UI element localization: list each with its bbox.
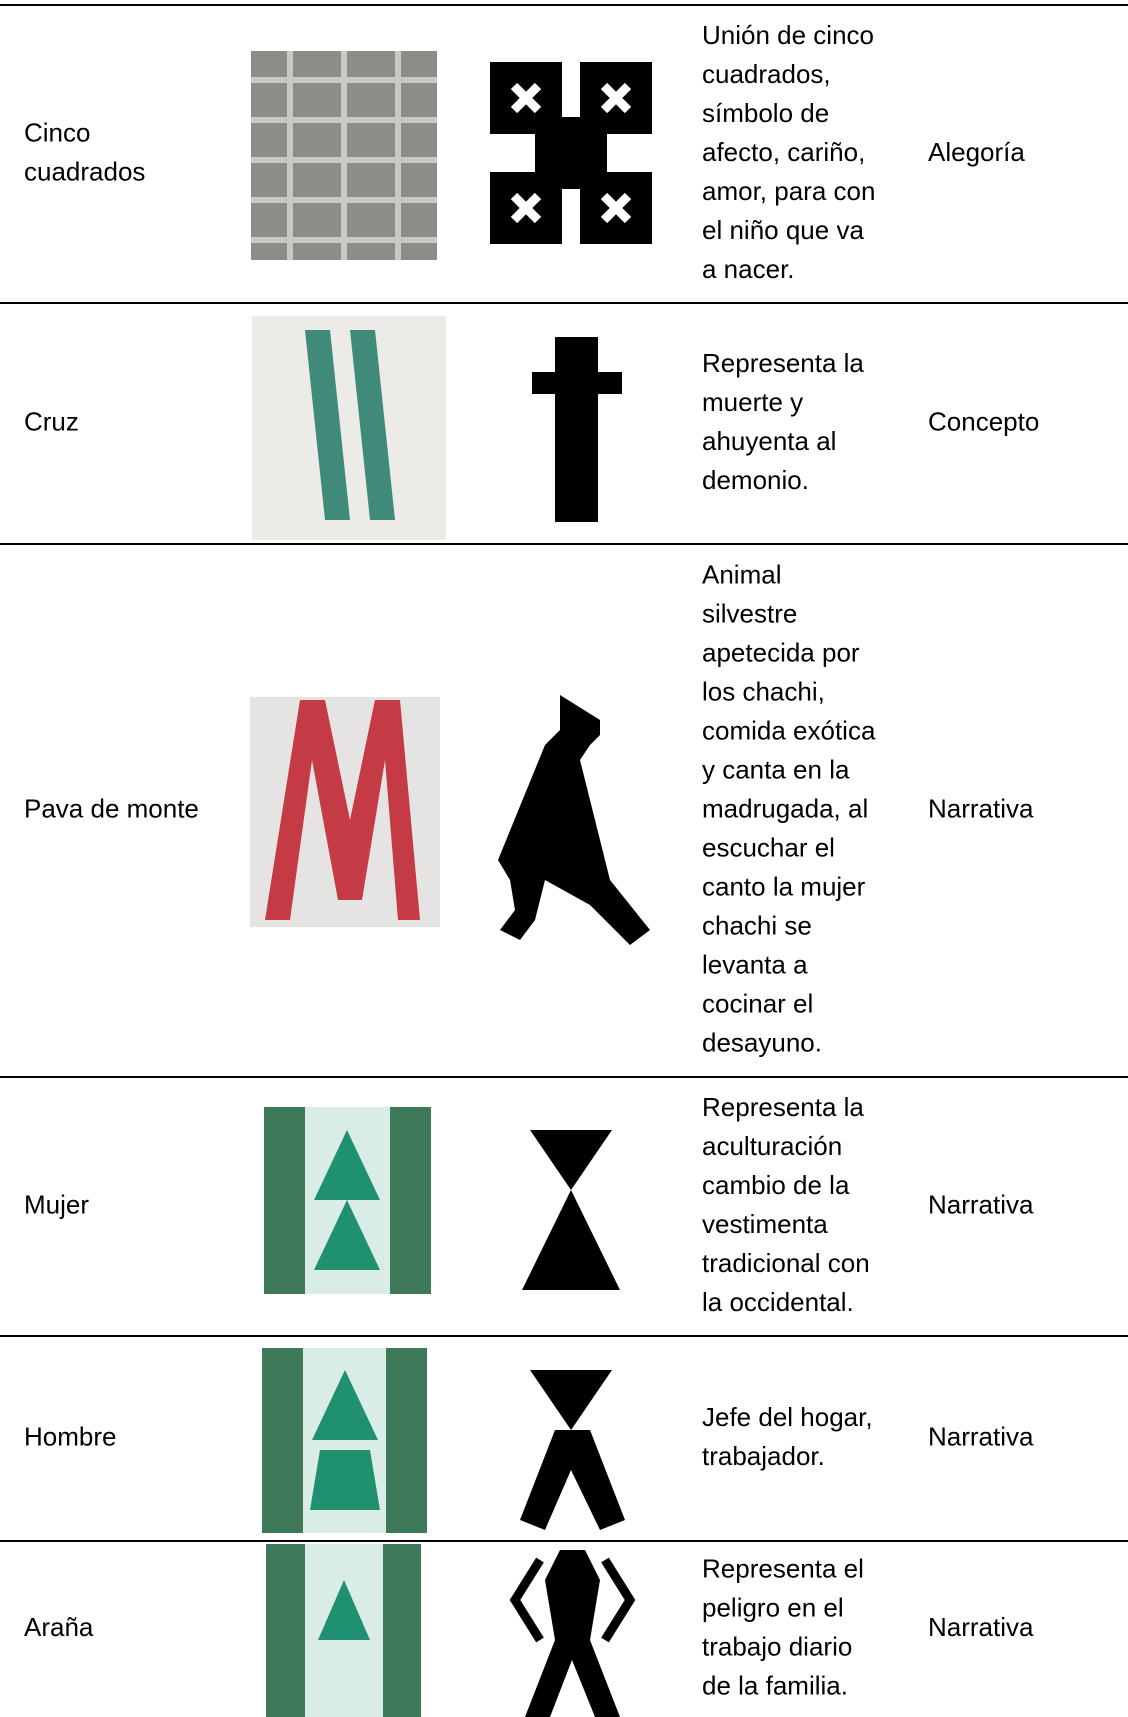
row-description: afecto, cariño,	[702, 137, 865, 167]
row-description: amor, para con	[702, 176, 875, 206]
row-type: Concepto	[928, 406, 1039, 436]
symbol-cross	[532, 337, 622, 522]
symbol-marks	[510, 82, 632, 224]
row-description: peligro en el	[702, 1592, 844, 1622]
row-type: Narrativa	[928, 1421, 1034, 1451]
figure	[318, 1580, 370, 1640]
row-description: trabajador.	[702, 1441, 825, 1471]
row-description: trabajo diario	[702, 1631, 852, 1661]
row-description: Representa el	[702, 1553, 864, 1583]
row-description: madrugada, al	[702, 793, 868, 823]
row-description: silvestre	[702, 598, 797, 628]
row-description: de la familia.	[702, 1670, 848, 1700]
photo	[252, 316, 446, 540]
row-description: canto la mujer	[702, 871, 866, 901]
symbol-legs	[509, 1557, 636, 1643]
row-description: comida exótica	[702, 715, 876, 745]
row-description: cocinar el	[702, 988, 813, 1018]
symbol-man	[520, 1370, 625, 1530]
symbol-spider	[525, 1550, 620, 1717]
row-description: vestimenta	[702, 1209, 828, 1239]
row-type: Narrativa	[928, 793, 1034, 823]
row-type: Alegoría	[928, 137, 1025, 167]
row-description: ahuyenta al	[702, 426, 836, 456]
belt	[265, 700, 420, 920]
row-description: símbolo de	[702, 98, 829, 128]
row-description: el niño que va	[702, 215, 864, 245]
symbol-bird	[498, 695, 650, 945]
row-description: a nacer.	[702, 254, 795, 284]
row-name: Cruz	[24, 406, 79, 436]
row-description: la occidental.	[702, 1287, 854, 1317]
figure	[310, 1370, 380, 1510]
row-description: Representa la	[702, 348, 864, 378]
row-description: y canta en la	[702, 754, 850, 784]
row-type: Narrativa	[928, 1612, 1034, 1642]
row-description: los chachi,	[702, 676, 825, 706]
row-description: Jefe del hogar,	[702, 1402, 873, 1432]
row-description: Representa la	[702, 1092, 864, 1122]
row-name: Pava de monte	[24, 793, 199, 823]
row-description: levanta a	[702, 949, 808, 979]
figure	[314, 1130, 380, 1270]
row-name: cuadrados	[24, 156, 145, 186]
row-description: tradicional con	[702, 1248, 870, 1278]
row-name: Mujer	[24, 1189, 89, 1219]
symbol-woman	[522, 1130, 620, 1290]
weave	[251, 51, 437, 260]
scarf	[305, 330, 395, 520]
row-description: aculturación	[702, 1131, 842, 1161]
row-name: Araña	[24, 1612, 94, 1642]
row-description: cuadrados,	[702, 59, 831, 89]
row-description: chachi se	[702, 910, 812, 940]
row-name: Cinco	[24, 117, 90, 147]
row-description: escuchar el	[702, 832, 835, 862]
row-description: muerte y	[702, 387, 803, 417]
row-name: Hombre	[24, 1421, 116, 1451]
row-description: Unión de cinco	[702, 20, 874, 50]
row-description: apetecida por	[702, 637, 860, 667]
row-description: Animal	[702, 559, 781, 589]
row-description: cambio de la	[702, 1170, 850, 1200]
row-description: desayuno.	[702, 1027, 822, 1057]
row-type: Narrativa	[928, 1189, 1034, 1219]
row-description: demonio.	[702, 465, 809, 495]
